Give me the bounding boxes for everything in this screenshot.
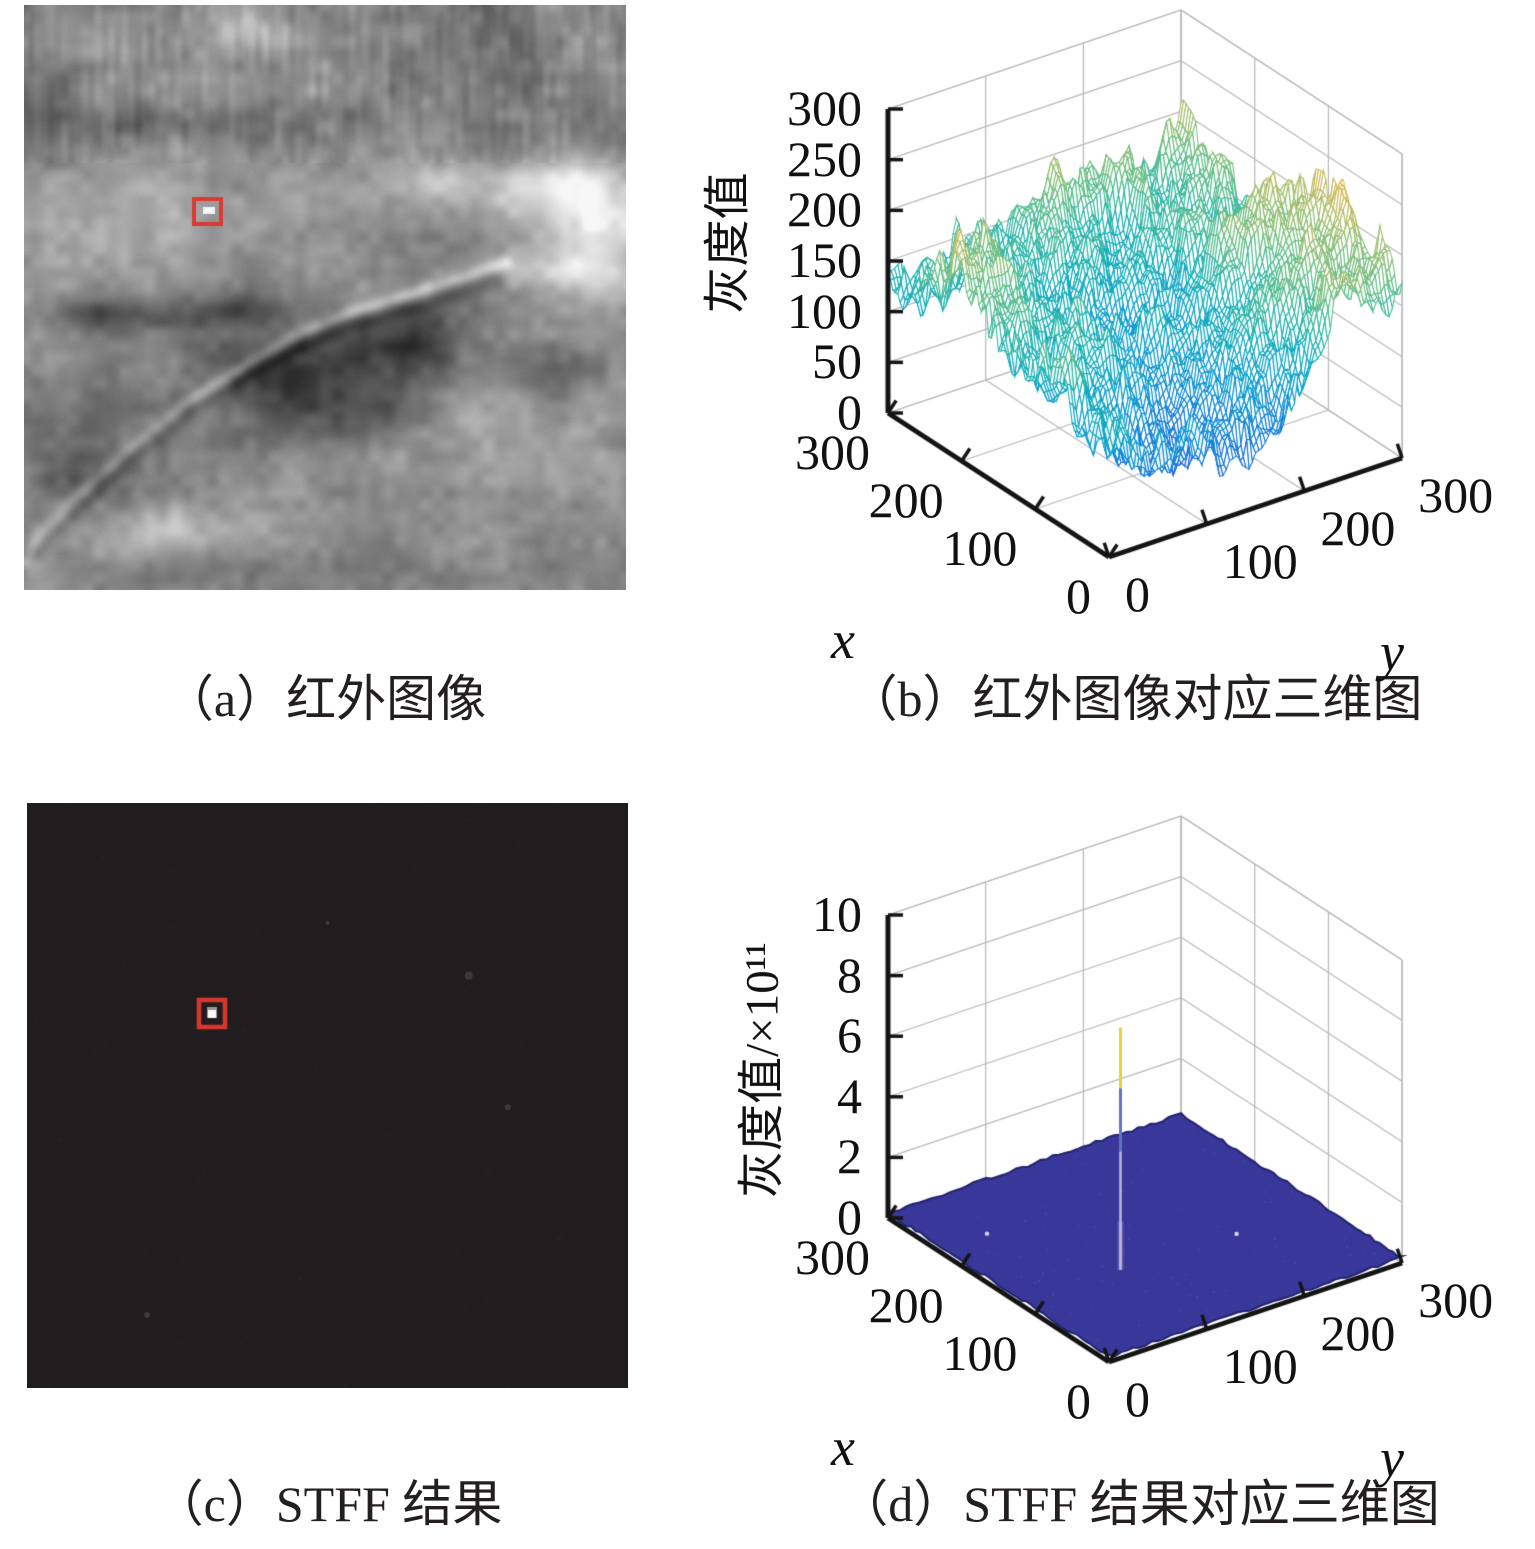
surface-plot-d-canvas [745,800,1515,1445]
plot-b-x-axis-label: x [831,610,855,670]
stff-result-canvas [27,803,628,1388]
caption-c: （c）STFF 结果 [153,1476,503,1532]
infrared-image-canvas [24,5,626,590]
caption-b: （b）红外图像对应三维图 [847,671,1423,727]
plot-b-z-axis-label: 灰度值 [702,172,755,314]
caption-d: （d）STFF 结果对应三维图 [838,1476,1440,1532]
plot-d-x-axis-label: x [831,1417,855,1477]
caption-a: （a）红外图像 [163,671,487,727]
plot-d-y-axis-label: y [1380,1428,1404,1488]
plot-b-y-axis-label: y [1380,622,1404,682]
surface-plot-b-canvas [745,0,1515,625]
plot-d-z-axis-label: 灰度值/×10¹¹ [736,942,789,1198]
